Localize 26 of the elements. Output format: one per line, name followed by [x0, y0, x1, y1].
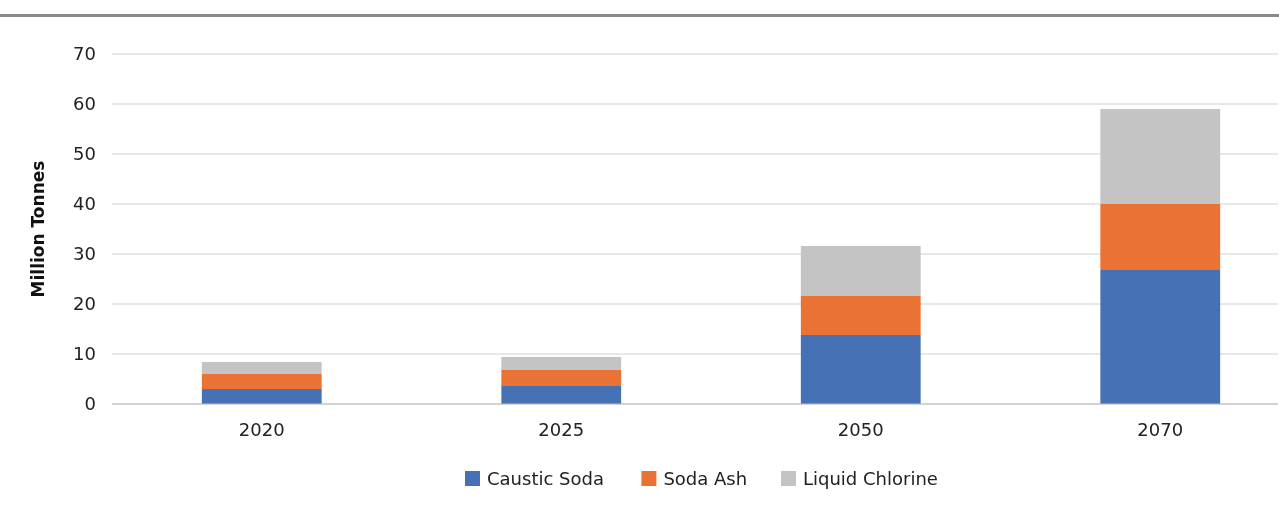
y-axis-title: Million Tonnes [28, 160, 48, 298]
bar [201, 374, 322, 389]
y-tick-label: 60 [73, 93, 96, 115]
y-tick-label: 0 [84, 393, 96, 415]
bar [800, 296, 921, 335]
y-tick-label: 30 [73, 243, 96, 265]
y-tick-label: 20 [73, 293, 96, 315]
bar [1100, 270, 1221, 404]
bar [501, 370, 622, 386]
bar [800, 335, 921, 404]
y-tick-label: 70 [73, 43, 96, 65]
y-tick-label: 50 [73, 143, 96, 165]
x-tick-label: 2020 [238, 419, 285, 440]
legend-label: Liquid Chlorine [803, 468, 938, 490]
y-tick-label: 40 [73, 193, 96, 215]
bar [201, 362, 322, 374]
bar [1100, 204, 1221, 270]
x-tick-label: 2025 [538, 419, 585, 440]
x-tick-label: 2050 [837, 419, 884, 440]
bar [501, 357, 622, 370]
x-tick-label: 2070 [1137, 419, 1184, 440]
legend-label: Soda Ash [663, 468, 748, 490]
legend-label: Caustic Soda [487, 468, 604, 490]
bar [201, 389, 322, 404]
bar [501, 386, 622, 404]
y-tick-label: 10 [73, 343, 96, 365]
